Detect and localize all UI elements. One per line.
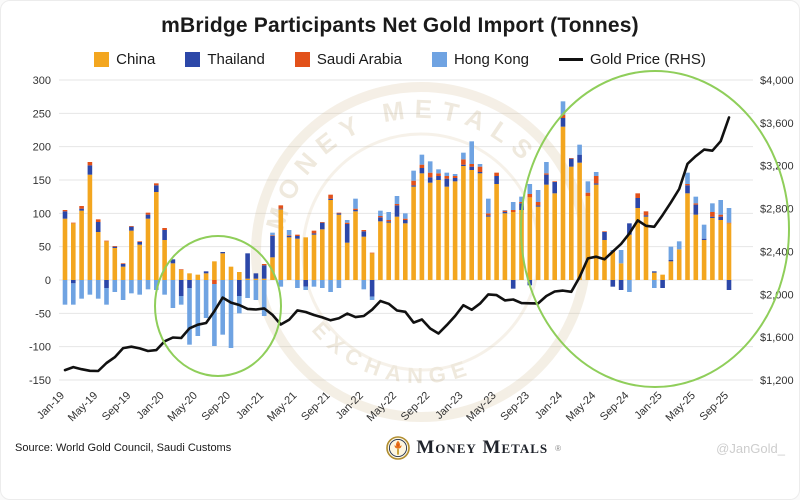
torch-icon <box>386 436 411 460</box>
y-right-tick: $4,000 <box>760 75 794 87</box>
x-tick: May-19 <box>66 390 100 424</box>
legend: China Thailand Saudi Arabia Hong Kong Go… <box>1 48 799 70</box>
y-right-tick: $3,200 <box>760 161 794 173</box>
highlight-circles <box>154 70 790 388</box>
x-tick: Sep-21 <box>299 390 333 424</box>
legend-label: Thailand <box>207 50 265 68</box>
chart-title: mBridge Participants Net Gold Import (To… <box>161 14 639 37</box>
y-left-tick: -50 <box>35 308 51 320</box>
y-left-tick: -150 <box>29 375 51 387</box>
y-left-tick: 50 <box>39 242 51 254</box>
registered-mark: ® <box>555 443 562 453</box>
gold-price-line-icon <box>559 57 584 61</box>
brand-logo: Money Metals ® <box>386 436 561 460</box>
legend-item-hong-kong: Hong Kong <box>431 50 530 68</box>
x-tick: May-25 <box>663 390 697 424</box>
legend-label: Saudi Arabia <box>316 50 402 68</box>
svg-text:EXCHANGE: EXCHANGE <box>307 317 476 389</box>
chart-plot-area: 300 250 200 150 100 50 0 -50 -100 -150 $4,000 $3,60… <box>29 70 794 424</box>
x-tick: May-21 <box>265 390 299 424</box>
x-tick: Sep-24 <box>598 390 632 424</box>
saudi-arabia-swatch-icon <box>294 51 310 67</box>
y-left-tick: 0 <box>45 275 51 287</box>
y-left-tick: 100 <box>33 208 51 220</box>
stacked-bars <box>62 101 732 348</box>
hong-kong-swatch-icon <box>431 51 447 67</box>
legend-item-thailand: Thailand <box>185 51 265 68</box>
x-tick: May-20 <box>165 390 199 424</box>
y-right-tick: $1,200 <box>760 375 794 387</box>
y-right-tick: $3,600 <box>760 118 794 130</box>
x-tick: Jan-19 <box>35 390 67 422</box>
y-left-tick: 300 <box>33 75 51 87</box>
y-left-tick: 150 <box>33 175 51 187</box>
x-tick: Jan-20 <box>134 390 166 422</box>
legend-item-gold-price: Gold Price (RHS) <box>559 51 706 68</box>
y-left-tick: 200 <box>33 142 51 154</box>
x-tick: Jan-24 <box>533 390 565 422</box>
x-tick: Jan-25 <box>632 390 664 422</box>
legend-item-saudi-arabia: Saudi Arabia <box>294 50 402 68</box>
x-tick: May-24 <box>564 390 598 424</box>
source-note: Source: World Gold Council, Saudi Custom… <box>15 442 232 454</box>
thailand-swatch-icon <box>185 51 201 67</box>
footer: Source: World Gold Council, Saudi Custom… <box>1 426 799 470</box>
gold-price-line <box>63 116 731 373</box>
y-right-tick: $1,600 <box>760 332 794 344</box>
x-tick: Sep-25 <box>698 390 732 424</box>
y-right-tick: $2,800 <box>760 204 794 216</box>
y-left-tick: -100 <box>29 342 51 354</box>
x-tick: Sep-20 <box>200 390 234 424</box>
brand-name: Money Metals <box>416 437 549 458</box>
y-right-tick: $2,400 <box>760 246 794 258</box>
svg-text:MONEY METALS: MONEY METALS <box>260 94 545 234</box>
legend-item-china: China <box>94 51 155 68</box>
legend-label: Gold Price (RHS) <box>590 50 706 68</box>
x-tick: Jan-21 <box>234 390 266 422</box>
china-swatch-icon <box>94 51 110 67</box>
x-tick: Sep-19 <box>100 390 134 424</box>
legend-label: China <box>116 50 156 68</box>
legend-label: Hong Kong <box>453 50 530 68</box>
author-handle: @JanGold_ <box>716 440 785 456</box>
y-left-tick: 250 <box>33 108 51 120</box>
